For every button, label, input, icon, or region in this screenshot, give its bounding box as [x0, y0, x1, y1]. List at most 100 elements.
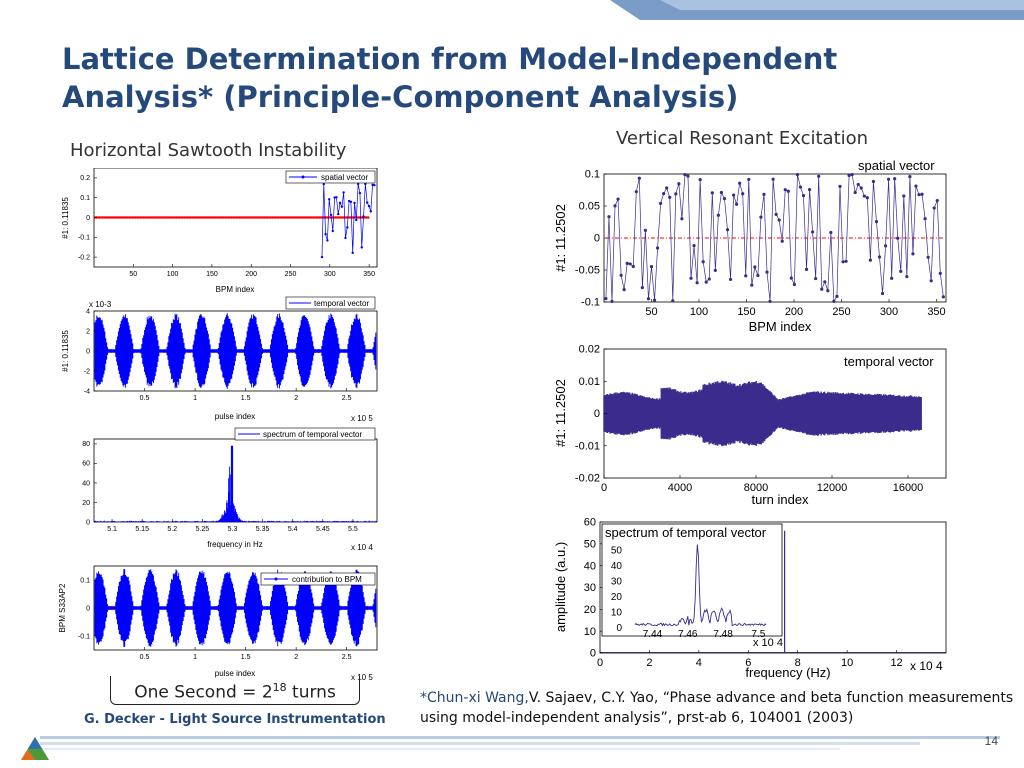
x-tick-label: 8000 [744, 482, 768, 494]
spatial-vector-point [355, 218, 358, 222]
x-tick-label: 2 [294, 395, 298, 402]
x-tick-label: 5.45 [316, 526, 330, 533]
spatial-vector-point [719, 190, 724, 195]
spatial-vector-point [637, 176, 641, 180]
x-tick-label: 300 [880, 306, 898, 318]
spatial-vector-point [853, 190, 857, 195]
spatial-vector-point [823, 280, 827, 284]
spatial-vector-point [728, 277, 733, 282]
x-tick-label: 2 [294, 654, 298, 661]
title-line-2: Analysis* (Principle-Component Analysis) [62, 80, 739, 114]
inset-y-tick-label: 20 [611, 592, 623, 603]
y-tick-label: 0 [86, 348, 90, 355]
spatial-vector-point [926, 255, 930, 259]
title-line-1: Lattice Determination from Model-Indepen… [62, 42, 838, 76]
header-decoration [610, 0, 1024, 20]
x-tick-label: 150 [206, 271, 218, 278]
spatial-vector-point [883, 244, 888, 248]
y-tick-label: 20 [584, 604, 596, 616]
y-tick-label: -0.1 [78, 235, 90, 242]
y-tick-label: 0.1 [80, 195, 90, 202]
spatial-vector-point [686, 174, 690, 178]
spatial-vector-point [707, 277, 711, 281]
spatial-vector-point [911, 252, 915, 256]
spatial-vector-point [356, 182, 360, 186]
y-tick-label: 20 [82, 500, 90, 507]
spatial-vector-point [649, 264, 654, 269]
x-tick-label: 5.3 [228, 526, 238, 533]
x-axis-label: frequency in Hz [207, 540, 263, 549]
spatial-vector-point [938, 271, 942, 275]
spatial-vector-point [329, 213, 333, 217]
spatial-vector-point [935, 198, 939, 203]
spatial-vector-point [905, 274, 909, 279]
slide-title: Lattice Determination from Model-Indepen… [62, 40, 982, 116]
x-tick-label: 6 [745, 657, 751, 669]
turns-exponent: 18 [272, 681, 287, 694]
spatial-vector-point [328, 198, 331, 201]
spatial-vector-point [744, 274, 748, 278]
spatial-vector-point [807, 188, 812, 192]
x-axis-label: pulse index [215, 412, 255, 421]
x-tick-label: 0.5 [140, 395, 150, 402]
y-tick-label: 60 [584, 517, 596, 529]
x-tick-label: 4000 [668, 482, 692, 494]
x-multiplier: x 10 5 [351, 673, 373, 682]
turns-text: One Second = 2 [134, 682, 273, 703]
x-multiplier: x 10 5 [351, 414, 373, 423]
spatial-vector-point [358, 191, 362, 195]
spatial-vector-point [941, 295, 945, 299]
spatial-vector-point [333, 196, 336, 199]
spatial-vector-point [871, 179, 876, 184]
spatial-vector-point [829, 230, 833, 235]
x-tick-label: 0.5 [140, 654, 150, 661]
y-axis-label: #1: 0.11835 [61, 197, 70, 239]
spatial-vector-point [792, 282, 796, 287]
spectrum-line [93, 445, 378, 522]
x-tick-label: 1.5 [241, 654, 251, 661]
spatial-vector-point [365, 201, 369, 204]
spatial-vector-point [798, 185, 803, 189]
spatial-vector-point [367, 204, 371, 208]
footer-decoration [40, 736, 1000, 750]
spatial-vector-point [795, 173, 800, 177]
inset-y-tick-label: 40 [611, 561, 623, 572]
spatial-vector-point [665, 186, 669, 190]
x-tick-label: 150 [737, 306, 755, 318]
spatial-vector-point [771, 177, 775, 181]
spatial-vector-point [324, 232, 327, 236]
y-tick-label: 30 [584, 582, 596, 594]
inset-x-tick-label: 7.5 [751, 629, 765, 640]
spatial-vector-point [692, 244, 696, 248]
spatial-vector-point [850, 173, 854, 177]
x-multiplier: x 10 4 [351, 543, 373, 552]
spatial-vector-point [920, 192, 924, 196]
left-temporal-vector-chart: 0.5 1 1.5 2 2.5 4 2 0 -2 -4 temporal vector x 10-… [61, 296, 378, 423]
spatial-vector-point [342, 191, 345, 194]
x-tick-label: 5.2 [167, 526, 177, 533]
spatial-vector-point [890, 276, 894, 280]
spatial-vector-point [628, 262, 632, 266]
y-tick-label: 40 [584, 560, 596, 572]
spatial-vector-point [811, 230, 815, 234]
spatial-vector-point [610, 299, 614, 303]
spatial-vector-point [902, 194, 906, 198]
y-tick-label: 0 [594, 408, 600, 420]
spatial-vector-point [704, 280, 708, 284]
spatial-vector-point [868, 258, 872, 262]
x-axis-label: frequency (Hz) [745, 665, 830, 680]
y-tick-label: 4 [86, 308, 90, 315]
y-tick-label: 0 [86, 215, 90, 222]
spatial-vector-point [735, 202, 739, 206]
spatial-vector-point [622, 288, 626, 292]
spatial-vector-point [631, 264, 635, 269]
spatial-vector-line [321, 183, 375, 258]
spatial-vector-point [917, 193, 921, 197]
x-axis-label: BPM index [216, 285, 255, 294]
spatial-vector-point [710, 191, 714, 195]
spatial-vector-point [880, 291, 885, 296]
spatial-vector-point [747, 177, 751, 182]
turns-suffix: turns [286, 682, 336, 703]
y-tick-label: 50 [584, 539, 596, 551]
y-tick-label: -0.2 [78, 254, 90, 261]
